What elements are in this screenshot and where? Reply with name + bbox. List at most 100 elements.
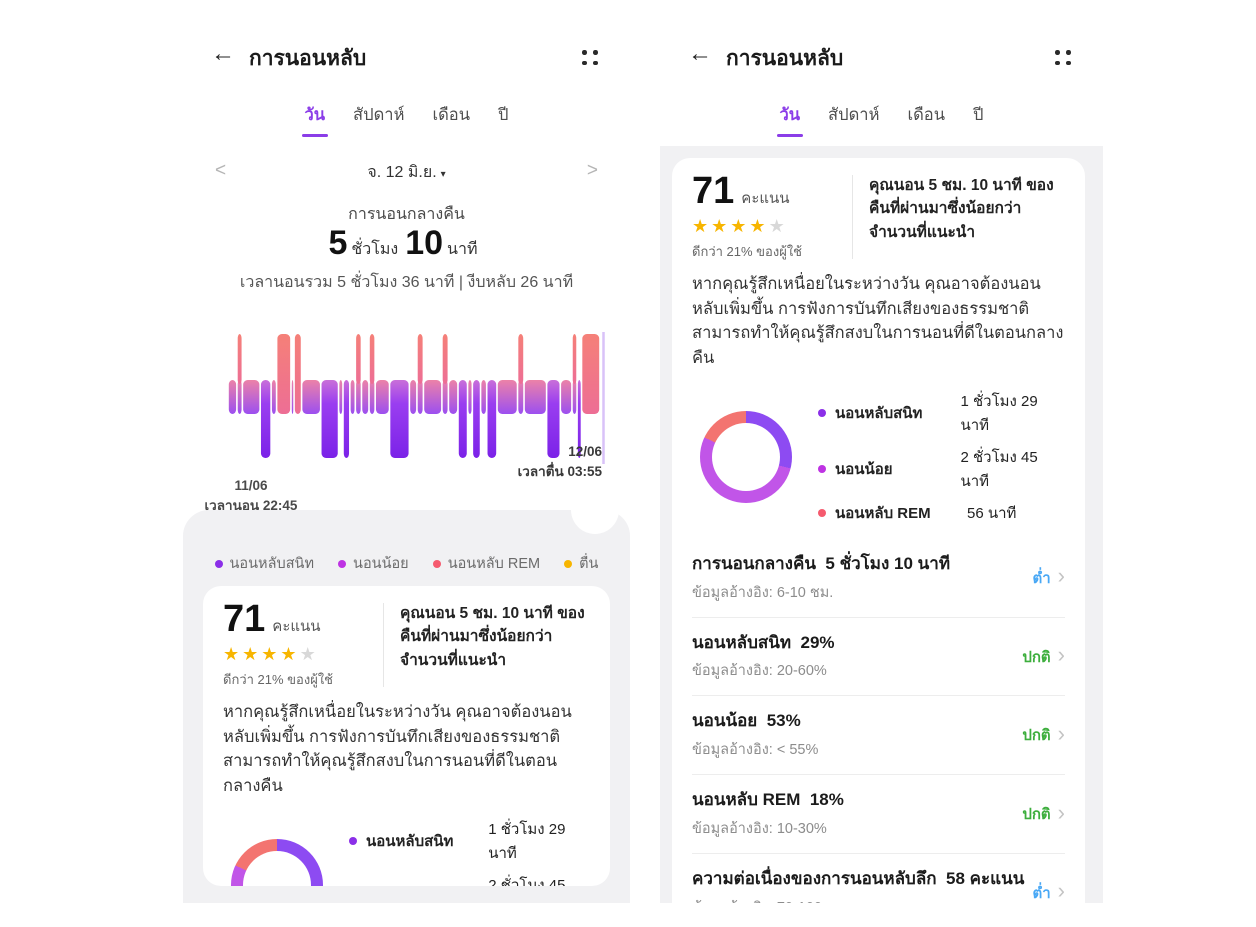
breakdown-row-rem: นอนหลับ REM 56 นาที xyxy=(818,501,1065,525)
star-filled-icon: ★ xyxy=(730,215,750,236)
metric-list: การนอนกลางคืน 5 ชั่วโมง 10 นาที ข้อมูลอ้… xyxy=(692,539,1065,903)
wake-time-label: 12/06 เวลาตื่น 03:55 xyxy=(518,442,602,483)
legend-label: นอนหลับ REM xyxy=(447,556,541,572)
breakdown-legend: นอนหลับสนิท 1 ชั่วโมง 29 นาที นอนน้อย 2 … xyxy=(349,809,590,886)
light-sleep-dot-icon xyxy=(818,464,826,473)
rem-sleep-dot-icon xyxy=(432,559,441,568)
sleep-advice-text: หากคุณรู้สึกเหนื่อยในระหว่างวัน คุณอาจต้… xyxy=(692,274,1064,368)
sleep-advice-text: หากคุณรู้สึกเหนื่อยในระหว่างวัน คุณอาจต้… xyxy=(223,702,572,796)
tab-day[interactable]: วัน xyxy=(780,102,801,137)
screen-sleep-day-chart: ← การนอนหลับ วัน สัปดาห์ เดือน ปี < จ. 1… xyxy=(183,30,630,903)
date-dropdown[interactable]: จ. 12 มิ.ย. ▾ xyxy=(183,160,630,185)
legend-item-awake: ตื่น xyxy=(564,552,598,575)
bottom-sheet: นอนหลับสนิท นอนน้อย นอนหลับ REM ตื่น 71 xyxy=(183,486,630,903)
legend-label: ตื่น xyxy=(579,556,599,572)
score-summary-text: คุณนอน 5 ชม. 10 นาที ของคืนที่ผ่านมาซึ่ง… xyxy=(869,177,1054,241)
sleep-score-unit: คะแนน xyxy=(741,190,790,207)
star-filled-icon: ★ xyxy=(711,215,731,236)
duration-minutes-unit: นาที xyxy=(447,241,478,258)
night-sleep-heading: การนอนกลางคืน xyxy=(348,206,465,223)
chevron-right-icon: › xyxy=(1057,563,1065,589)
breakdown-value: 2 ชั่วโมง 45 นาที xyxy=(960,448,1038,490)
percentile-text: ดีกว่า 21% ของผู้ใช้ xyxy=(223,671,333,687)
star-empty-icon: ★ xyxy=(299,643,319,664)
prev-day-chevron-icon[interactable]: < xyxy=(215,160,227,181)
metric-reference: ข้อมูลอ้างอิง: 20-60% xyxy=(692,663,827,680)
menu-dots-icon[interactable] xyxy=(582,50,598,65)
breakdown-row-light: นอนน้อย 2 ชั่วโมง 45 นาที xyxy=(349,873,590,886)
breakdown-legend: นอนหลับสนิท 1 ชั่วโมง 29 นาที นอนน้อย 2 … xyxy=(818,381,1065,533)
vertical-divider xyxy=(383,603,384,687)
star-filled-icon: ★ xyxy=(692,215,712,236)
page-title: การนอนหลับ xyxy=(726,47,844,70)
star-empty-icon: ★ xyxy=(768,215,788,236)
status-badge: ปกติ xyxy=(1022,806,1051,824)
duration-hours: 5 xyxy=(328,224,348,262)
date-navigator: < จ. 12 มิ.ย. ▾ > xyxy=(183,160,630,186)
breakdown-value: 1 ชั่วโมง 29 นาที xyxy=(960,392,1038,434)
tab-week[interactable]: สัปดาห์ xyxy=(828,106,880,124)
legend-item-rem: นอนหลับ REM xyxy=(432,552,541,575)
sleep-breakdown-donut-chart xyxy=(231,838,323,886)
chevron-right-icon: › xyxy=(1057,642,1065,668)
chevron-right-icon: › xyxy=(1057,720,1065,746)
sleep-breakdown-donut-chart xyxy=(700,410,792,503)
metric-title: การนอนกลางคืน 5 ชั่วโมง 10 นาที xyxy=(692,553,951,573)
chevron-right-icon: › xyxy=(1057,878,1065,903)
breakdown-label: นอนหลับสนิท xyxy=(835,404,923,422)
deep-sleep-dot-icon xyxy=(818,408,826,417)
metric-row-night-sleep[interactable]: การนอนกลางคืน 5 ชั่วโมง 10 นาที ข้อมูลอ้… xyxy=(692,539,1065,618)
hypnogram-chart[interactable] xyxy=(228,332,608,464)
sleep-totals-line: เวลานอนรวม 5 ชั่วโมง 36 นาที | งีบหลับ 2… xyxy=(239,274,574,291)
status-badge: ปกติ xyxy=(1022,727,1051,745)
bed-date: 11/06 xyxy=(234,478,268,493)
tab-year[interactable]: ปี xyxy=(973,106,984,124)
metric-row-rem-sleep[interactable]: นอนหลับ REM 18% ข้อมูลอ้างอิง: 10-30% ปก… xyxy=(692,775,1065,855)
metric-title: ความต่อเนื่องของการนอนหลับลึก 58 คะแนน xyxy=(692,869,1025,889)
duration-minutes: 10 xyxy=(405,224,444,262)
caret-down-icon: ▾ xyxy=(440,169,446,180)
sleep-score-unit: คะแนน xyxy=(272,618,321,635)
bed-time: เวลานอน 22:45 xyxy=(204,498,298,514)
tab-month[interactable]: เดือน xyxy=(907,106,945,124)
status-badge: ต่ำ xyxy=(1032,884,1051,902)
sheet-drag-handle[interactable] xyxy=(571,486,619,534)
sleep-score-value: 71 xyxy=(692,170,735,212)
back-arrow-icon[interactable]: ← xyxy=(688,40,712,67)
metric-row-deep-continuity[interactable]: ความต่อเนื่องของการนอนหลับลึก 58 คะแนน ข… xyxy=(692,854,1065,903)
duration-hours-unit: ชั่วโมง xyxy=(351,241,399,258)
tab-day[interactable]: วัน xyxy=(305,102,326,137)
metric-title: นอนหลับ REM 18% xyxy=(692,790,844,810)
breakdown-label: นอนหลับ REM xyxy=(835,504,931,522)
score-block: 71 คะแนน ★★★★★ ดีกว่า 21% ของผู้ใช้ xyxy=(223,599,383,690)
breakdown-row-deep: นอนหลับสนิท 1 ชั่วโมง 29 นาที xyxy=(818,389,1065,437)
wake-time: เวลาตื่น 03:55 xyxy=(517,464,602,480)
page-title: การนอนหลับ xyxy=(249,47,367,70)
metric-row-light-sleep[interactable]: นอนน้อย 53% ข้อมูลอ้างอิง: < 55% ปกติ › xyxy=(692,696,1065,776)
awake-dot-icon xyxy=(564,559,573,568)
star-filled-icon: ★ xyxy=(242,643,262,664)
star-filled-icon: ★ xyxy=(261,643,281,664)
back-arrow-icon[interactable]: ← xyxy=(211,40,235,67)
rem-sleep-dot-icon xyxy=(818,508,826,517)
star-rating: ★★★★★ xyxy=(692,217,852,235)
tab-week[interactable]: สัปดาห์ xyxy=(353,106,405,124)
tab-year[interactable]: ปี xyxy=(498,106,509,124)
next-day-chevron-icon[interactable]: > xyxy=(586,160,598,181)
light-sleep-dot-icon xyxy=(338,559,347,568)
tab-month[interactable]: เดือน xyxy=(432,106,470,124)
breakdown-label: นอนน้อย xyxy=(366,885,488,886)
screen-sleep-day-details: ← การนอนหลับ วัน สัปดาห์ เดือน ปี 71 คะแ… xyxy=(660,30,1103,903)
star-rating: ★★★★★ xyxy=(223,645,383,663)
app-header: ← การนอนหลับ xyxy=(183,36,630,80)
score-row: 71 คะแนน ★★★★★ ดีกว่า 21% ของผู้ใช้ คุณน… xyxy=(692,170,1065,262)
chevron-right-icon: › xyxy=(1057,799,1065,825)
metric-reference: ข้อมูลอ้างอิง: < 55% xyxy=(692,742,819,759)
metric-row-deep-sleep[interactable]: นอนหลับสนิท 29% ข้อมูลอ้างอิง: 20-60% ปก… xyxy=(692,618,1065,697)
period-tabs: วัน สัปดาห์ เดือน ปี xyxy=(660,102,1103,137)
date-label: จ. 12 มิ.ย. xyxy=(367,164,437,181)
metric-title: นอนน้อย 53% xyxy=(692,711,801,731)
menu-dots-icon[interactable] xyxy=(1055,50,1071,65)
star-filled-icon: ★ xyxy=(223,643,243,664)
metric-reference: ข้อมูลอ้างอิง: 6-10 ชม. xyxy=(692,584,834,601)
